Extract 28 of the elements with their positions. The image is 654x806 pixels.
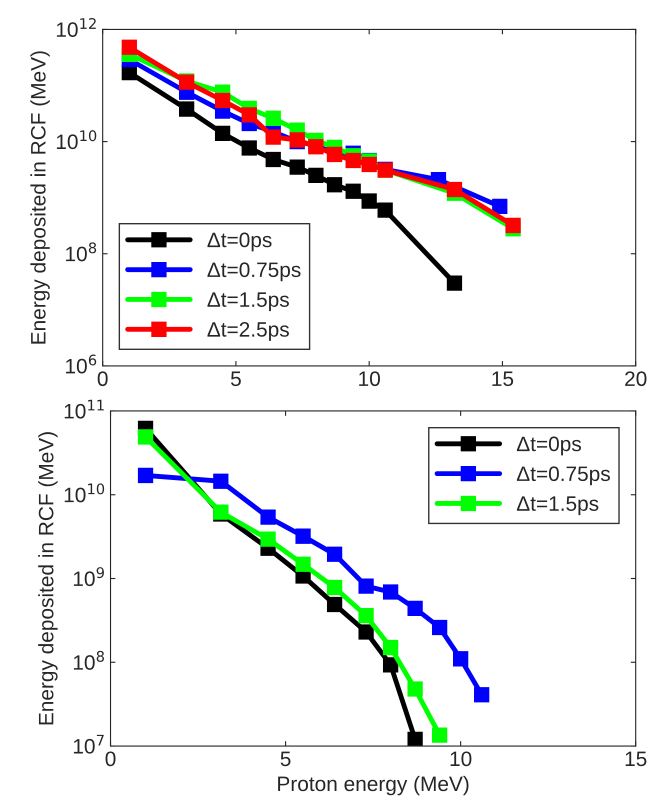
y-tick-label: 10$^{6}$ — [66, 354, 96, 374]
y-tick-label: 10$^{7}$ — [74, 734, 104, 754]
y-tick-label: 10$^{11}$ — [64, 400, 104, 419]
y-tick-label: 10$^{12}$ — [56, 18, 96, 38]
x-tick-label: 10 — [450, 751, 472, 766]
legend-label: Δt=0.75ps — [207, 262, 301, 282]
y-tick-label: 10$^{8}$ — [66, 242, 96, 262]
x-tick-label: 5 — [230, 372, 241, 386]
legend-label: Δt=0ps — [516, 436, 581, 456]
y-tick-label: 10$^{8}$ — [74, 650, 104, 670]
x-tick-label: 0 — [106, 751, 116, 766]
x-axis-title: Proton energy (MeV) — [278, 776, 469, 796]
x-tick-label: 10 — [359, 371, 380, 386]
y-tick-label: 10$^{10}$ — [64, 483, 104, 502]
y-tick-label: 10$^{9}$ — [74, 567, 104, 586]
y-tick-label: 10$^{10}$ — [56, 130, 96, 150]
legend-label: Δt=0.75ps — [516, 466, 610, 486]
x-tick-label: 0 — [98, 371, 108, 386]
legend-label: Δt=2.5ps — [207, 322, 289, 341]
x-tick-label: 5 — [280, 752, 290, 766]
x-tick-label: 15 — [492, 372, 514, 386]
x-tick-label: 20 — [625, 371, 646, 386]
legend-label: Δt=1.5ps — [207, 292, 289, 312]
y-axis-title: Energy deposited in RCF (MeV) — [30, 51, 50, 344]
legend-label: Δt=1.5ps — [516, 496, 598, 516]
x-tick-label: 15 — [626, 752, 646, 766]
legend-label: Δt=0ps — [207, 232, 272, 252]
y-axis-title: Energy deposited in RCF (MeV) — [38, 432, 58, 724]
